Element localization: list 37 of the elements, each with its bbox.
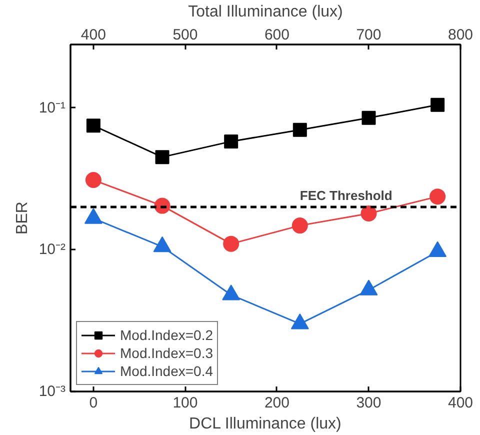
x-tick-label: 100: [172, 394, 198, 412]
x2-axis-title: Total Illuminance (lux): [188, 4, 343, 20]
x-tick-label: 400: [448, 394, 474, 412]
point: [222, 284, 240, 300]
y-axis-title: BER: [14, 202, 31, 234]
point: [292, 218, 308, 234]
point: [360, 280, 378, 296]
y-tick-label: 10⁻³: [38, 383, 66, 400]
legend-label: Mod.Index=0.4: [120, 362, 214, 380]
point: [292, 122, 307, 137]
point: [362, 110, 376, 125]
point: [84, 208, 102, 224]
point: [153, 236, 172, 252]
point: [360, 206, 377, 222]
x2-tick-label: 800: [448, 26, 474, 44]
point: [223, 236, 240, 252]
x2-tick-label: 500: [172, 26, 198, 44]
legend-label: Mod.Index=0.2: [120, 326, 214, 344]
x2-tick-label: 700: [356, 26, 382, 44]
point: [224, 134, 238, 148]
legend-label: Mod.Index=0.3: [120, 344, 214, 362]
point: [428, 241, 447, 257]
x-tick-label: 300: [356, 394, 382, 412]
point: [85, 172, 102, 188]
point: [86, 118, 100, 133]
point: [430, 98, 445, 112]
x-tick-label: 0: [89, 394, 98, 412]
x-tick-label: 200: [264, 394, 290, 412]
point: [155, 150, 170, 164]
y-tick-label: 10⁻²: [38, 241, 66, 258]
x-axis-title: DCL Illuminance (lux): [189, 416, 342, 432]
point: [430, 188, 446, 205]
x2-tick-label: 400: [80, 26, 106, 44]
y-tick-label: 10⁻¹: [38, 99, 66, 116]
x2-tick-label: 600: [264, 26, 290, 44]
ref-line-label: FEC Threshold: [300, 188, 392, 204]
point: [290, 314, 309, 330]
